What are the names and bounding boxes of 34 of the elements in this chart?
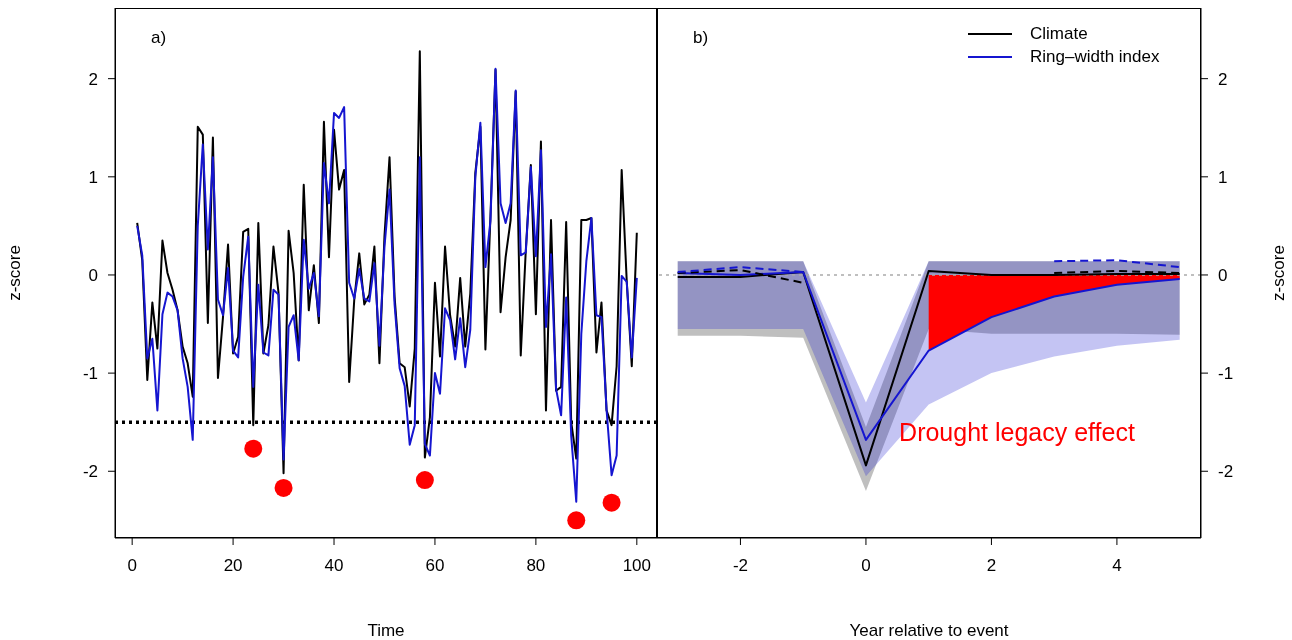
y-tick-label: 2: [1218, 69, 1228, 89]
point: [244, 439, 263, 458]
x-tick-label: 4: [1112, 556, 1122, 576]
point: [602, 493, 621, 512]
y-tick-label: -1: [1218, 364, 1234, 384]
y-tick-label: 0: [1218, 266, 1228, 285]
x-tick-label: 100: [622, 556, 651, 576]
point: [415, 471, 434, 490]
y-axis-title: z-score: [1269, 245, 1289, 301]
legend-label: Climate: [1030, 23, 1088, 45]
x-tick-label: 2: [986, 556, 997, 576]
x-tick-label: 0: [127, 556, 137, 576]
y-tick-label: 1: [88, 167, 98, 187]
legend-label: Ring–width index: [1030, 46, 1160, 68]
y-tick-label: -2: [1218, 462, 1234, 482]
annotation: b): [693, 28, 709, 48]
x-tick-label: 60: [425, 556, 445, 576]
x-axis-title: Year relative to event: [849, 621, 1009, 640]
x-axis-title: Time: [367, 621, 405, 640]
point: [567, 511, 586, 530]
x-tick-label: -2: [732, 556, 749, 576]
y-tick-label: 0: [88, 266, 98, 285]
annotation: a): [151, 28, 167, 48]
x-tick-label: 40: [324, 556, 344, 576]
annotation: Drought legacy effect: [899, 417, 1135, 447]
y-tick-label: -2: [82, 462, 98, 482]
y-tick-label: 2: [88, 69, 98, 89]
x-tick-label: 80: [526, 556, 546, 576]
point: [274, 478, 293, 497]
x-tick-label: 20: [223, 556, 243, 576]
y-axis-title: z-score: [5, 245, 25, 301]
y-tick-label: 1: [1218, 167, 1228, 187]
x-tick-label: 0: [861, 556, 871, 576]
y-tick-label: -1: [82, 364, 98, 384]
